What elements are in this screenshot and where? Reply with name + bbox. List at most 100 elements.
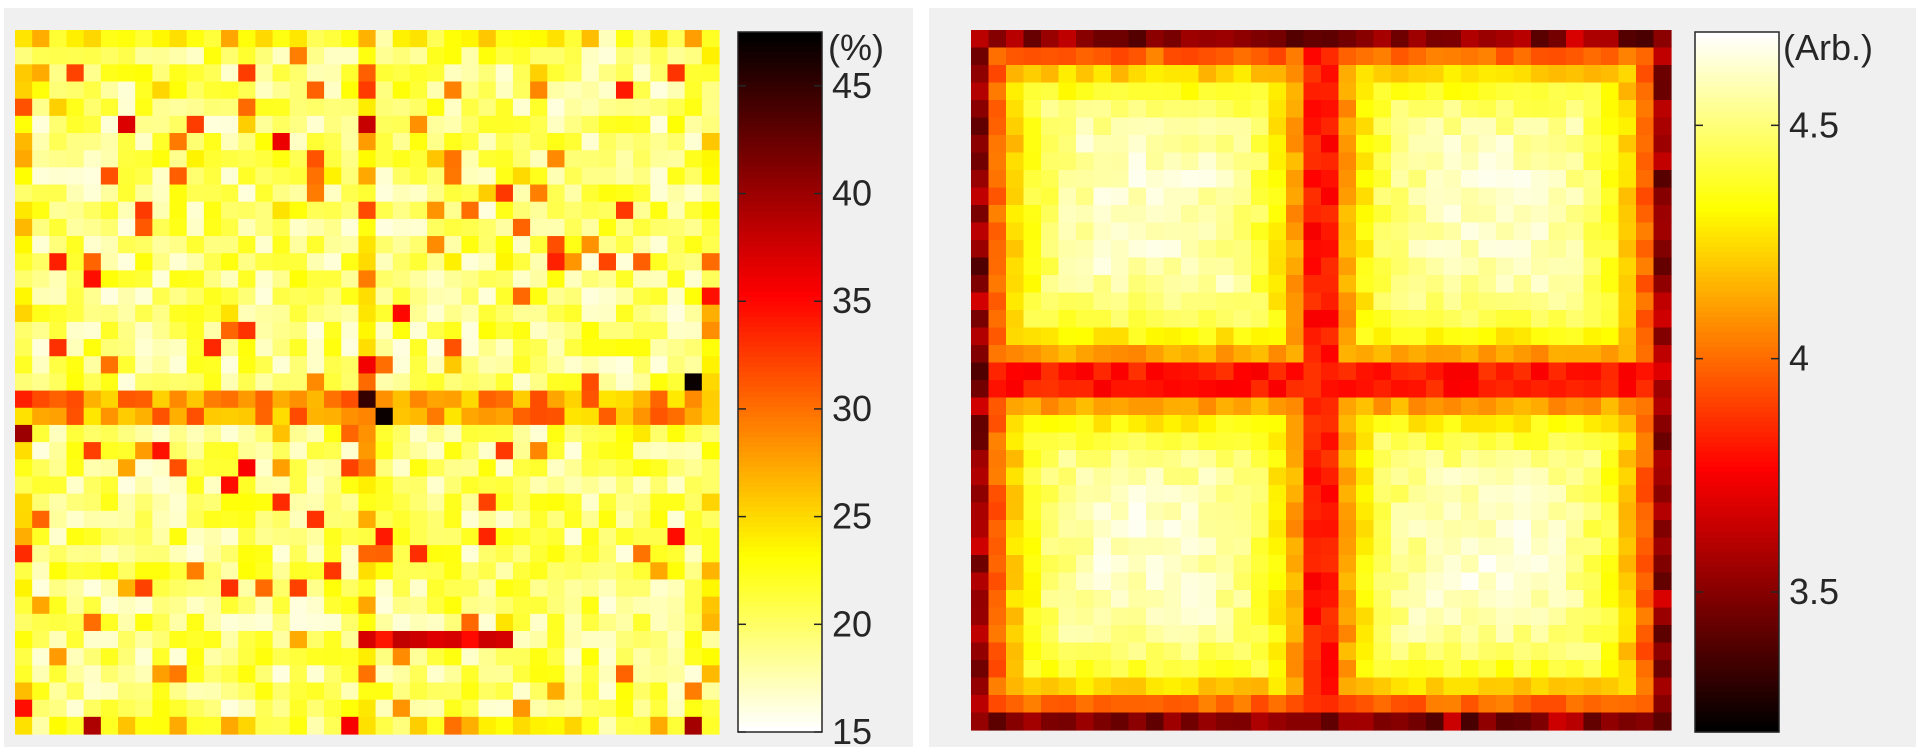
left-heatmap-cell xyxy=(306,476,325,495)
right-heatmap-cell xyxy=(1513,677,1532,696)
right-heatmap-cell xyxy=(1566,100,1585,119)
left-heatmap-cell xyxy=(684,270,703,289)
left-heatmap-cell xyxy=(650,201,669,220)
left-heatmap-cell xyxy=(306,699,325,718)
left-heatmap-cell xyxy=(701,716,720,735)
left-heatmap-cell xyxy=(49,493,68,512)
left-heatmap-cell xyxy=(375,630,394,649)
left-heatmap-cell xyxy=(341,613,360,632)
left-heatmap-cell xyxy=(512,30,531,48)
left-heatmap-cell xyxy=(135,339,153,357)
left-heatmap-cell xyxy=(633,648,651,666)
left-colorbar-segment xyxy=(738,392,822,398)
left-heatmap-cell xyxy=(169,510,188,529)
left-heatmap-cell xyxy=(203,47,222,65)
right-heatmap-cell xyxy=(1601,82,1620,101)
right-colorbar-segment xyxy=(1695,62,1779,68)
left-heatmap-cell xyxy=(203,304,222,323)
right-heatmap-cell xyxy=(1093,432,1112,451)
left-heatmap-cell xyxy=(32,390,50,409)
left-heatmap-cell xyxy=(118,476,136,495)
left-heatmap-cell xyxy=(15,47,33,65)
left-heatmap-cell xyxy=(650,115,669,134)
left-heatmap-cell xyxy=(478,562,497,581)
left-heatmap-cell xyxy=(66,270,85,289)
left-heatmap-cell xyxy=(66,407,85,426)
right-heatmap-cell xyxy=(1076,310,1095,329)
right-heatmap-cell xyxy=(1198,30,1217,49)
right-heatmap-cell xyxy=(1093,502,1112,521)
right-heatmap-cell xyxy=(1548,100,1567,119)
right-heatmap-cell xyxy=(1531,607,1550,626)
right-heatmap-cell xyxy=(1058,187,1077,206)
left-heatmap-cell xyxy=(100,373,119,392)
right-heatmap-cell xyxy=(1443,187,1462,206)
left-heatmap-cell xyxy=(32,648,50,666)
left-heatmap-cell xyxy=(203,613,222,632)
right-heatmap-cell xyxy=(1618,380,1637,399)
left-colorbar-segment xyxy=(738,457,822,463)
left-heatmap-cell xyxy=(32,287,50,306)
left-heatmap-cell xyxy=(615,339,634,357)
left-heatmap-cell xyxy=(392,287,411,306)
left-colorbar-segment xyxy=(738,352,822,358)
left-heatmap-cell xyxy=(49,167,68,186)
left-heatmap-cell xyxy=(581,47,600,65)
left-heatmap-cell xyxy=(512,184,531,203)
right-heatmap-cell xyxy=(1653,187,1672,206)
right-heatmap-cell xyxy=(1391,327,1410,346)
right-heatmap-cell xyxy=(1653,642,1672,661)
right-heatmap-cell xyxy=(1163,415,1182,434)
right-heatmap-cell xyxy=(1531,432,1550,451)
right-colorbar-segment xyxy=(1695,667,1779,673)
left-heatmap-cell xyxy=(255,527,274,546)
right-heatmap-cell xyxy=(1391,362,1410,381)
right-heatmap-cell xyxy=(1653,257,1672,276)
right-heatmap-cell xyxy=(1461,450,1480,469)
left-heatmap-cell xyxy=(667,47,686,65)
right-heatmap-cell xyxy=(1548,642,1567,661)
left-heatmap-cell xyxy=(358,596,377,615)
right-heatmap-cell xyxy=(1286,222,1305,241)
left-heatmap-cell xyxy=(221,373,239,392)
left-heatmap-cell xyxy=(684,459,703,478)
left-heatmap-cell xyxy=(444,442,463,460)
right-colorbar-segment xyxy=(1695,247,1779,253)
right-heatmap-cell xyxy=(1163,380,1182,399)
right-heatmap-cell xyxy=(1146,450,1165,469)
right-heatmap-cell xyxy=(971,240,990,259)
right-heatmap-cell xyxy=(1426,625,1445,644)
right-heatmap-cell xyxy=(1356,397,1375,416)
left-heatmap-cell xyxy=(238,270,256,289)
left-heatmap-cell xyxy=(358,545,377,563)
left-heatmap-cell xyxy=(135,47,153,65)
left-heatmap-cell xyxy=(581,115,600,134)
right-heatmap-cell xyxy=(1041,240,1060,259)
left-heatmap-cell xyxy=(375,30,394,48)
right-heatmap-cell xyxy=(1268,65,1287,84)
right-heatmap-cell xyxy=(1303,625,1322,644)
left-heatmap-cell xyxy=(684,527,703,546)
left-heatmap-cell xyxy=(358,407,377,426)
right-heatmap-cell xyxy=(1356,380,1375,399)
right-heatmap-cell xyxy=(1198,572,1217,591)
right-heatmap-cell xyxy=(1356,712,1375,731)
right-heatmap-cell xyxy=(1321,310,1340,329)
right-heatmap-cell xyxy=(1198,432,1217,451)
right-heatmap-cell xyxy=(1058,642,1077,661)
right-heatmap-cell xyxy=(971,397,990,416)
right-heatmap-cell xyxy=(1443,240,1462,259)
left-heatmap-cell xyxy=(272,699,291,718)
right-heatmap-cell xyxy=(1198,240,1217,259)
left-heatmap-cell xyxy=(461,47,480,65)
left-heatmap-cell xyxy=(358,304,377,323)
left-heatmap-cell xyxy=(66,64,85,83)
left-heatmap-cell xyxy=(255,253,274,271)
right-heatmap-cell xyxy=(1163,222,1182,241)
left-heatmap-cell xyxy=(66,373,85,392)
left-heatmap-cell xyxy=(667,81,686,100)
right-colorbar-segment xyxy=(1695,172,1779,178)
left-heatmap-cell xyxy=(289,630,308,649)
left-heatmap-cell xyxy=(392,304,411,323)
right-heatmap-cell xyxy=(1321,257,1340,276)
